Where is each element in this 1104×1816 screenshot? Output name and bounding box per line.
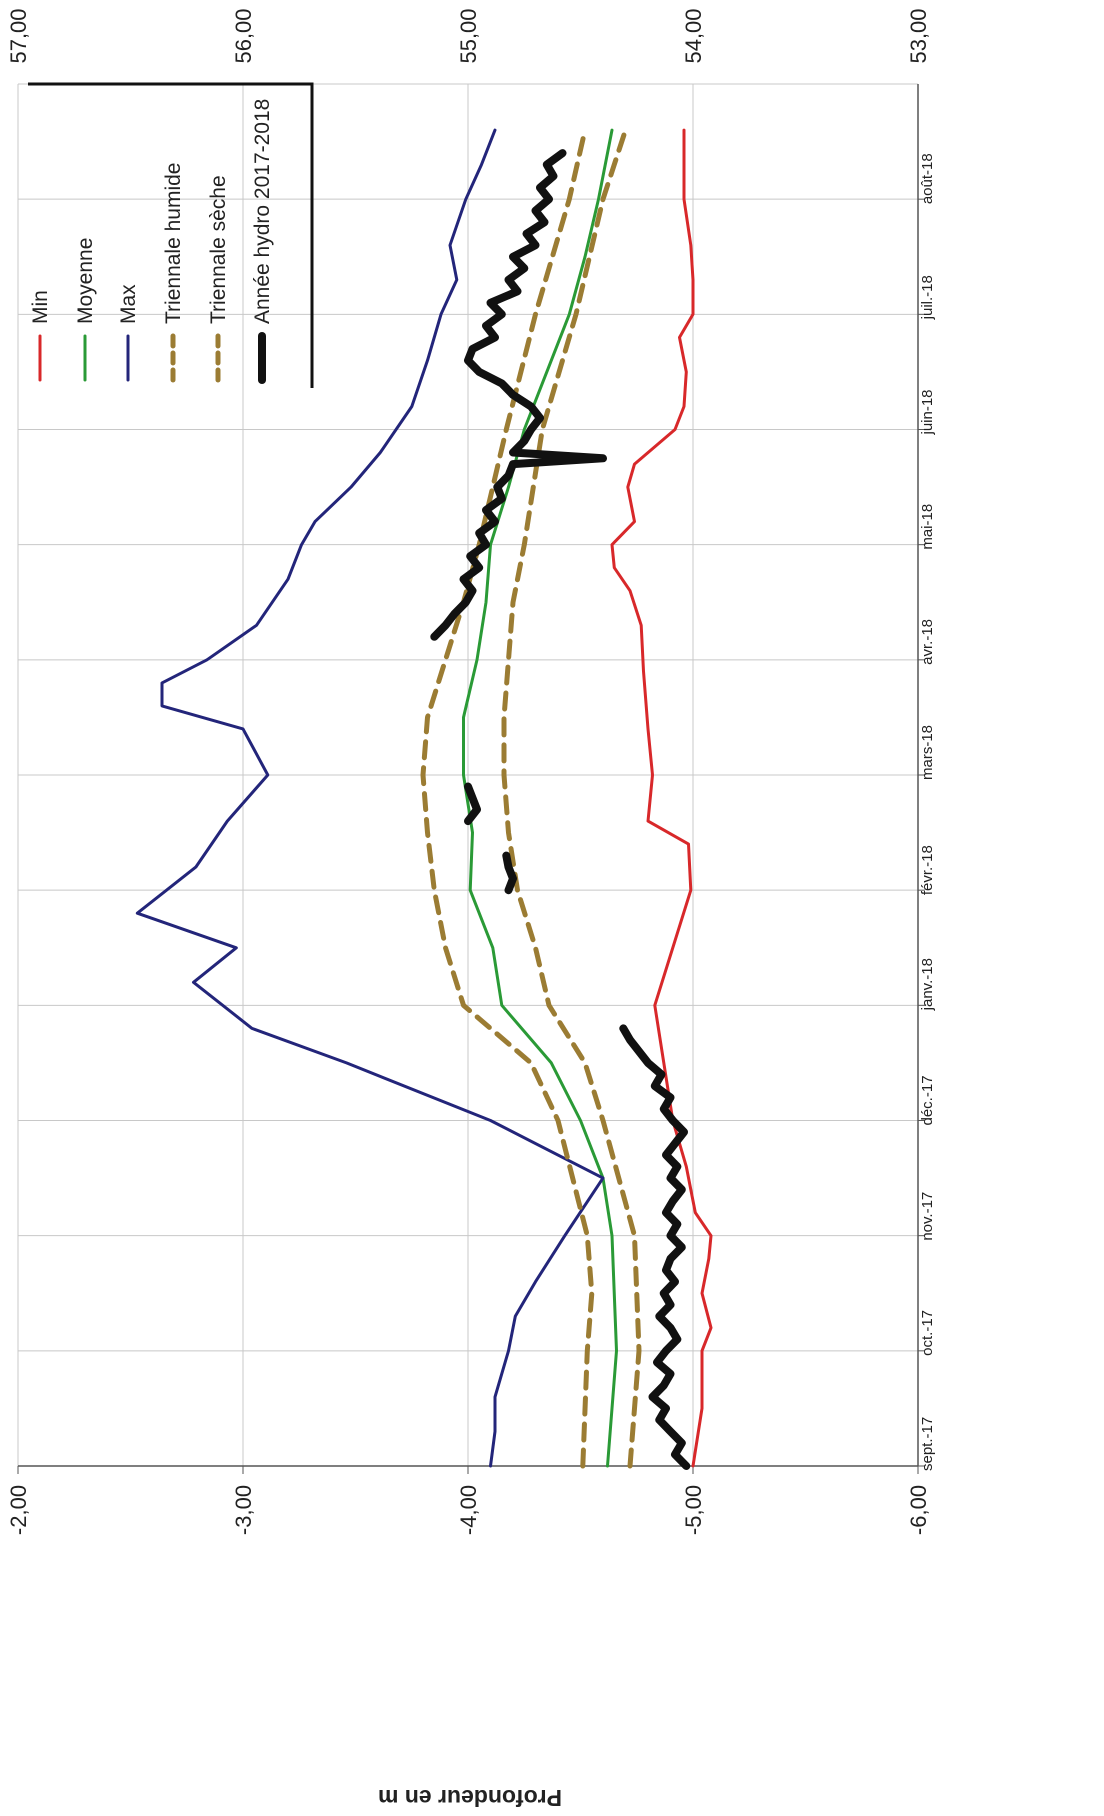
x-tick-label: avr.-18	[919, 619, 936, 665]
x-tick-label: mars-18	[919, 725, 936, 780]
x-tick-label: févr.-18	[919, 845, 936, 895]
y-tick-label: -6,00	[906, 1485, 931, 1535]
y-tick-label: -4,00	[456, 1485, 481, 1535]
legend: Min Moyenne Max Triennale humide Triennale s…	[28, 82, 314, 388]
y-tick-label: -3,00	[231, 1485, 256, 1535]
legend-label-min: Min	[29, 290, 52, 324]
legend-label-moyenne: Moyenne	[74, 238, 97, 324]
series-line-max	[135, 128, 605, 1468]
series-line-annee	[464, 782, 481, 826]
x-tick-label: juin-18	[919, 389, 936, 435]
series-line-annee	[430, 149, 607, 641]
x-tick-label: mai-18	[919, 504, 936, 550]
legend-label-triennale_humide: Triennale humide	[162, 163, 185, 324]
series-line-min	[610, 128, 713, 1468]
axes-layer: sept.-17 oct.-17 nov.-17 déc.-17 janv.-18 fév…	[6, 8, 936, 1535]
y-tick-label: -5,00	[681, 1485, 706, 1535]
y2-tick-label: 53,00	[906, 8, 931, 63]
legend-label-max: Max	[117, 284, 140, 324]
legend-label-annee: Année hydro 2017-2018	[251, 99, 274, 324]
y-axis-title: Profondeur en m	[378, 1785, 562, 1811]
series-line-annee	[502, 851, 517, 895]
y2-tick-label: 55,00	[456, 8, 481, 63]
series-line-triennale_seche	[501, 127, 642, 1469]
series-line-annee	[619, 1024, 691, 1470]
y2-tick-label: 57,00	[6, 8, 31, 63]
series-layer	[135, 127, 713, 1470]
x-tick-label: oct.-17	[919, 1310, 936, 1356]
legend-label-triennale_seche: Triennale sèche	[207, 175, 230, 324]
grid-layer	[17, 83, 919, 1467]
x-tick-label: déc.-17	[919, 1075, 936, 1125]
legend-layer: Min Moyenne Max Triennale humide Triennale s…	[28, 82, 314, 388]
x-tick-label: nov.-17	[919, 1192, 936, 1241]
y-tick-label: -2,00	[6, 1485, 31, 1535]
x-tick-label: août-18	[919, 153, 936, 204]
x-tick-label: sept.-17	[919, 1417, 936, 1471]
x-tick-label: janv.-18	[919, 958, 936, 1011]
x-tick-label: juil.-18	[919, 275, 936, 320]
legend-border	[28, 82, 314, 388]
y2-tick-label: 54,00	[681, 8, 706, 63]
series-line-triennale_humide	[420, 127, 595, 1469]
y2-tick-label: 56,00	[231, 8, 256, 63]
series-line-moyenne	[462, 128, 618, 1468]
